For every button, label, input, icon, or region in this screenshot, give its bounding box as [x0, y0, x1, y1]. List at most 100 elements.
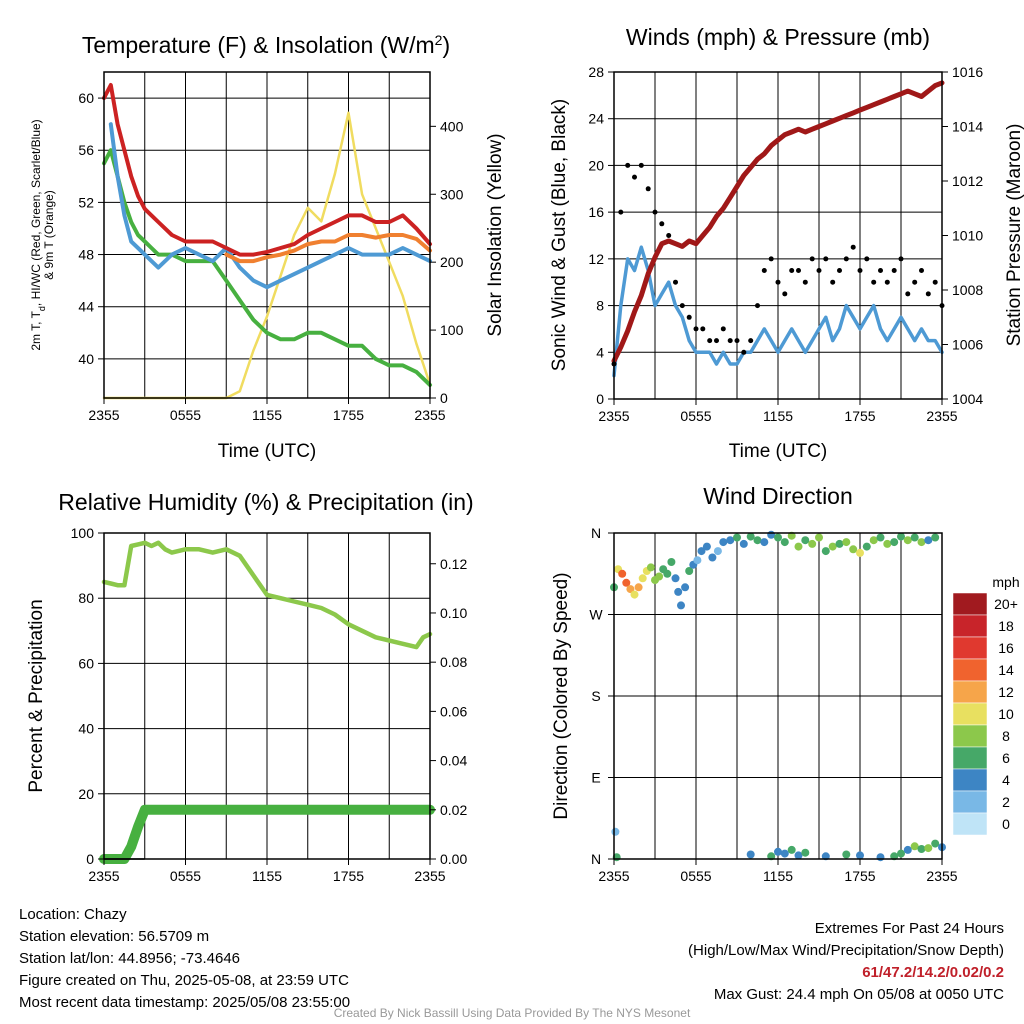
- direction-point: [917, 538, 926, 547]
- speed-colorbar: mph 20+ 18 16 14 12 10 8 6 4 2 0: [952, 574, 1020, 836]
- direction-tick-label: S: [591, 688, 600, 704]
- station-info: Location: Chazy Station elevation: 56.57…: [19, 904, 350, 1014]
- direction-point: [746, 532, 755, 541]
- y-right-tick-label: 0.06: [440, 703, 467, 719]
- gust-point: [720, 326, 726, 332]
- gust-point: [878, 268, 883, 273]
- direction-point: [821, 547, 830, 556]
- colorbar-swatch: [952, 592, 988, 616]
- y-left-tick-label: 20: [588, 157, 604, 173]
- direction-point: [876, 533, 885, 542]
- direction-point: [677, 601, 685, 610]
- direction-point: [842, 850, 851, 859]
- direction-point: [753, 536, 762, 545]
- gust-point: [782, 291, 788, 297]
- x-tick-label: 2355: [414, 868, 445, 884]
- colorbar-swatch: [952, 614, 988, 638]
- winds-panel: Winds (mph) & Pressure (mb) 2355 0555 1155…: [549, 24, 1024, 462]
- x-tick-label: 1155: [763, 408, 793, 424]
- y-left-tick-label: 60: [78, 90, 94, 106]
- temperature-title-sup: 2: [435, 32, 443, 48]
- info-created: Figure created on Thu, 2025-05-08, at 23…: [19, 972, 349, 989]
- direction-point: [876, 853, 885, 862]
- direction-point: [910, 842, 919, 851]
- temperature-ylabel-left: 2m T, Td, HI/WC (Red, Green, Scarlet/Blu…: [29, 119, 56, 350]
- winds-title: Winds (mph) & Pressure (mb): [626, 24, 930, 50]
- y-right-tick-label: 0.10: [440, 605, 467, 621]
- gust-point: [700, 326, 706, 332]
- gust-point: [734, 338, 740, 344]
- credit-footer: Created By Nick Bassill Using Data Provi…: [333, 1006, 691, 1020]
- direction-point: [897, 849, 905, 858]
- direction-point: [856, 851, 864, 860]
- x-tick-label: 1155: [252, 868, 282, 884]
- direction-point: [760, 538, 769, 547]
- direction-point: [774, 533, 782, 542]
- temperature-series-line: [108, 122, 432, 290]
- direction-point: [924, 536, 933, 545]
- gust-point: [755, 303, 760, 309]
- humidity-panel: Relative Humidity (%) & Precipitation (i…: [26, 489, 474, 884]
- humidity-title: Relative Humidity (%) & Precipitation (i…: [58, 489, 473, 515]
- colorbar-swatch: [952, 658, 988, 682]
- gust-point: [871, 279, 877, 285]
- gust-point: [645, 186, 651, 192]
- y-right-tick-label: 1010: [952, 228, 983, 244]
- info-elevation: Station elevation: 56.5709 m: [19, 928, 210, 945]
- gust-point: [618, 209, 624, 215]
- y-right-tick-label: 1016: [952, 64, 983, 80]
- gust-point: [905, 291, 911, 297]
- extremes-gust: Max Gust: 24.4 mph On 05/08 at 0050 UTC: [713, 986, 1004, 1003]
- direction-point: [697, 547, 706, 556]
- y-left-tick-label: 0: [596, 391, 604, 407]
- gust-point: [843, 256, 849, 262]
- direction-point: [842, 538, 851, 547]
- y-right-tick-label: 1004: [952, 391, 983, 407]
- direction-point: [634, 583, 643, 592]
- y-right-tick-label: 200: [440, 254, 464, 270]
- direction-point: [733, 533, 741, 542]
- direction-point: [903, 845, 912, 854]
- direction-point: [655, 572, 664, 581]
- direction-point: [780, 538, 789, 547]
- y-left-tick-label: 40: [78, 721, 94, 737]
- y-right-tick-label: 0.04: [440, 753, 467, 769]
- gust-point: [768, 256, 774, 262]
- gust-point: [789, 268, 795, 273]
- extremes-values: 61/47.2/14.2/0.02/0.2: [862, 964, 1004, 981]
- y-right-tick-label: 1012: [952, 173, 983, 189]
- direction-point: [638, 574, 647, 583]
- x-tick-label: 2355: [926, 408, 957, 424]
- direction-point: [681, 583, 690, 592]
- direction-point: [794, 542, 803, 551]
- x-tick-label: 0555: [170, 868, 201, 884]
- y-left-tick-label: 0: [86, 851, 94, 867]
- direction-point: [924, 844, 933, 853]
- temperature-ylabel-line1: 2m T, Td, HI/WC (Red, Green, Scarlet/Blu…: [29, 119, 47, 350]
- temperature-series-line: [224, 233, 432, 264]
- direction-ylabel: Direction (Colored By Speed): [551, 572, 572, 819]
- x-tick-label: 2355: [88, 407, 119, 423]
- direction-point: [630, 590, 639, 599]
- direction-point: [726, 536, 735, 545]
- temperature-title-close: ): [442, 32, 450, 58]
- direction-point: [671, 574, 680, 583]
- gust-point: [837, 268, 842, 273]
- precipitation-line: [99, 804, 435, 864]
- gust-point: [919, 268, 924, 273]
- colorbar-swatch: [952, 768, 988, 792]
- gust-point: [748, 338, 754, 344]
- gust-point: [761, 268, 767, 273]
- gust-point: [912, 279, 918, 285]
- winds-ylabel-right: Station Pressure (Maroon): [1004, 124, 1024, 347]
- direction-point: [815, 533, 823, 542]
- gust-point: [830, 279, 836, 285]
- humidity-ylabel-left: Percent & Precipitation: [26, 599, 47, 792]
- colorbar-label: 4: [1002, 772, 1010, 788]
- y-right-tick-label: 0.12: [440, 556, 467, 572]
- y-left-tick-label: 100: [71, 525, 95, 541]
- y-left-tick-label: 56: [78, 142, 94, 158]
- colorbar-swatch: [952, 812, 988, 836]
